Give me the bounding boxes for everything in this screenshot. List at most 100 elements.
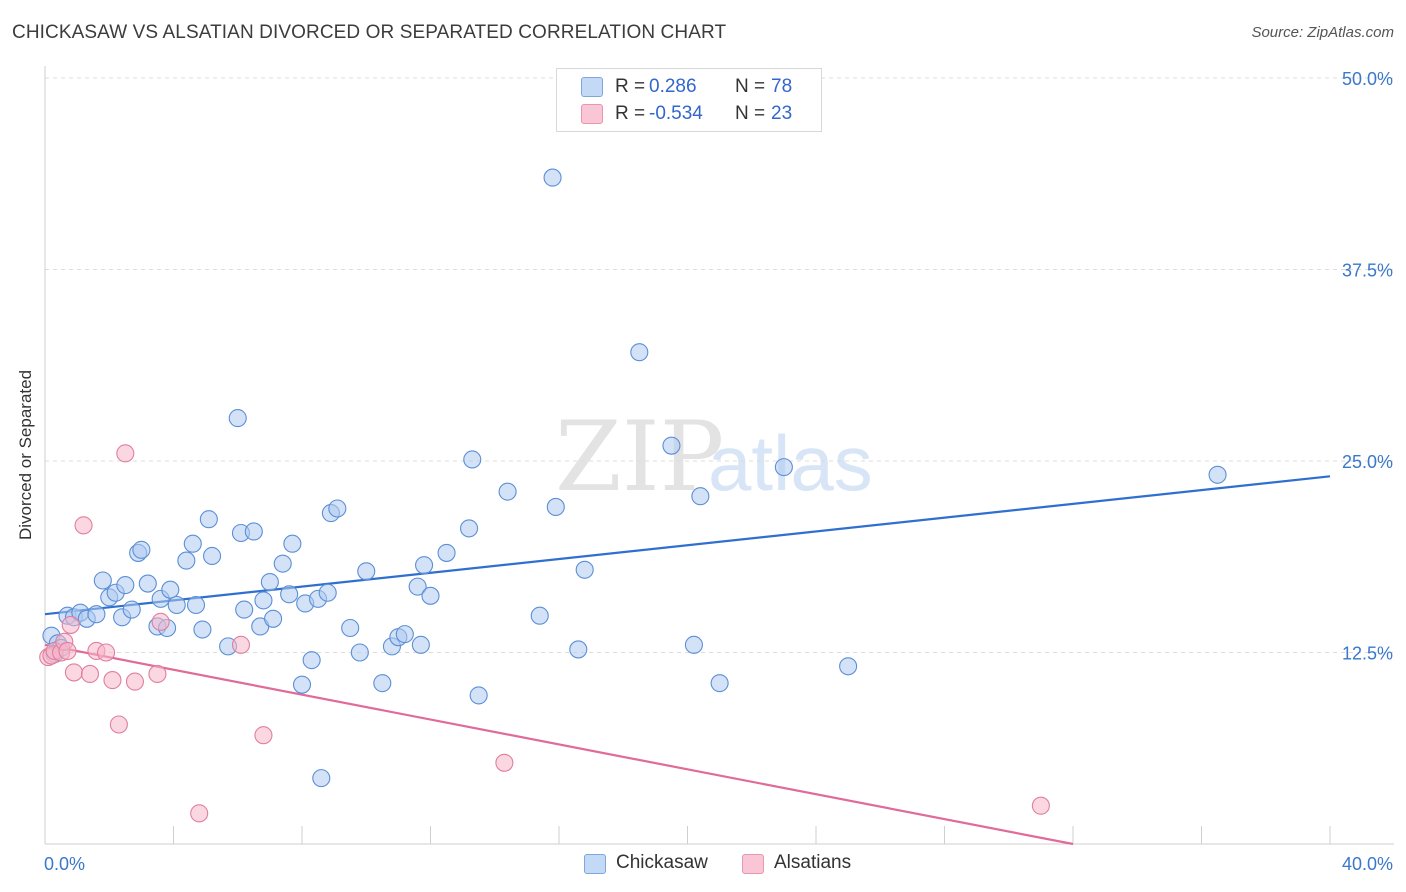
data-point-alsatians — [148, 664, 167, 683]
data-point-chickasaw — [203, 546, 222, 566]
y-tick-label: 37.5% — [1342, 261, 1393, 281]
data-point-chickasaw — [839, 657, 858, 676]
data-point-chickasaw — [161, 580, 180, 599]
data-point-chickasaw — [350, 643, 369, 662]
legend-n-label: N = — [735, 76, 766, 97]
data-point-chickasaw — [177, 551, 196, 570]
data-point-chickasaw — [292, 675, 312, 694]
data-point-alsatians — [495, 753, 514, 772]
y-tick-label: 50.0% — [1342, 69, 1393, 89]
data-point-alsatians — [80, 664, 100, 683]
legend-swatch-alsatians — [581, 104, 603, 124]
grid-lines — [45, 77, 1394, 653]
trend-line-alsatians — [44, 643, 1074, 846]
data-point-chickasaw — [312, 769, 331, 788]
data-point-alsatians — [254, 726, 273, 745]
data-point-chickasaw — [283, 534, 302, 553]
series-swatch-alsatians — [742, 854, 764, 874]
data-point-chickasaw — [662, 436, 681, 455]
data-point-chickasaw — [373, 674, 392, 693]
legend-r-label: R = — [615, 76, 646, 97]
data-point-chickasaw — [302, 651, 321, 670]
data-point-chickasaw — [421, 586, 440, 605]
y-tick-label: 12.5% — [1342, 644, 1393, 664]
chart-source: Source: ZipAtlas.com — [1251, 24, 1394, 41]
series-label-chickasaw: Chickasaw — [616, 852, 708, 873]
legend-n-value: 78 — [771, 76, 793, 97]
legend-n-value: 23 — [771, 103, 793, 124]
data-point-chickasaw — [87, 605, 106, 624]
y-tick-label: 25.0% — [1342, 452, 1393, 472]
y-axis-label: Divorced or Separated — [16, 369, 35, 541]
legend-n-label: N = — [735, 103, 766, 124]
data-point-chickasaw — [328, 499, 347, 518]
data-point-alsatians — [103, 671, 122, 690]
data-point-chickasaw — [1208, 465, 1227, 484]
data-point-chickasaw — [437, 543, 456, 562]
data-point-alsatians — [109, 715, 128, 734]
data-point-chickasaw — [530, 606, 549, 625]
data-point-chickasaw — [463, 450, 482, 469]
data-point-chickasaw — [411, 635, 430, 654]
data-point-chickasaw — [774, 458, 793, 477]
data-point-alsatians — [151, 612, 170, 631]
data-point-chickasaw — [244, 522, 263, 541]
data-point-chickasaw — [341, 618, 360, 638]
data-point-alsatians — [61, 615, 80, 634]
data-point-chickasaw — [357, 562, 376, 581]
correlation-legend: R = 0.286 N = 78 R = -0.534 N = 23 — [556, 68, 822, 132]
chart-title: CHICKASAW VS ALSATIAN DIVORCED OR SEPARA… — [12, 22, 727, 43]
data-point-alsatians — [96, 643, 116, 662]
data-point-alsatians — [116, 444, 135, 463]
series-label-alsatians: Alsatians — [774, 852, 852, 873]
data-point-chickasaw — [199, 510, 218, 529]
data-point-alsatians — [190, 804, 209, 823]
data-point-alsatians — [74, 516, 93, 535]
axes — [44, 66, 1394, 845]
legend-r-label: R = — [615, 103, 646, 124]
data-point-chickasaw — [280, 585, 299, 604]
legend-swatch-chickasaw — [581, 77, 603, 97]
data-point-alsatians — [231, 635, 251, 654]
legend-row-chickasaw: R = 0.286 N = 78 — [557, 74, 821, 100]
data-point-chickasaw — [235, 600, 254, 619]
data-point-chickasaw — [575, 560, 594, 579]
data-point-chickasaw — [138, 574, 157, 593]
data-point-chickasaw — [684, 635, 703, 654]
data-point-chickasaw — [132, 540, 151, 559]
data-point-chickasaw — [630, 343, 649, 362]
data-point-chickasaw — [498, 482, 517, 501]
data-point-chickasaw — [469, 686, 488, 705]
x-tick-label-max: 40.0% — [1342, 854, 1393, 874]
data-point-chickasaw — [395, 625, 414, 644]
data-point-chickasaw — [691, 487, 710, 506]
tick-labels: 12.5% 25.0% 37.5% 50.0% 0.0% 40.0% — [44, 69, 1393, 874]
data-point-chickasaw — [116, 576, 135, 595]
series-swatch-chickasaw — [584, 854, 606, 874]
data-point-chickasaw — [264, 609, 283, 628]
data-point-chickasaw — [710, 674, 729, 693]
data-point-chickasaw — [186, 595, 206, 615]
data-point-alsatians — [64, 663, 83, 682]
data-point-chickasaw — [193, 620, 212, 639]
data-point-chickasaw — [228, 409, 247, 428]
data-point-alsatians — [125, 672, 144, 691]
data-point-chickasaw — [93, 571, 112, 590]
data-point-chickasaw — [415, 556, 434, 575]
trend-lines — [44, 475, 1331, 846]
data-point-chickasaw — [459, 519, 479, 538]
data-point-chickasaw — [254, 591, 273, 610]
legend-r-value: -0.534 — [649, 103, 703, 124]
data-point-chickasaw — [167, 595, 186, 615]
trend-line-chickasaw — [44, 475, 1331, 616]
legend-row-alsatians: R = -0.534 N = 23 — [557, 101, 821, 127]
x-tick-label-min: 0.0% — [44, 854, 85, 874]
data-point-chickasaw — [408, 577, 427, 596]
data-point-chickasaw — [546, 497, 565, 517]
data-point-chickasaw — [273, 554, 292, 573]
data-point-alsatians — [1031, 796, 1050, 815]
legend-r-value: 0.286 — [649, 76, 697, 97]
data-point-chickasaw — [183, 534, 202, 553]
data-point-chickasaw — [543, 168, 562, 187]
